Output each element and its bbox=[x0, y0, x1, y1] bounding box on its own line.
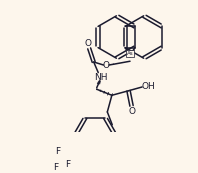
Text: O: O bbox=[85, 39, 92, 48]
Text: OH: OH bbox=[141, 83, 155, 92]
Text: F: F bbox=[53, 163, 58, 172]
Text: As: As bbox=[127, 51, 133, 56]
Text: O: O bbox=[102, 61, 109, 70]
Text: F: F bbox=[65, 160, 70, 169]
Text: NH: NH bbox=[94, 73, 108, 82]
Text: O: O bbox=[128, 107, 135, 116]
Text: F: F bbox=[55, 147, 60, 156]
